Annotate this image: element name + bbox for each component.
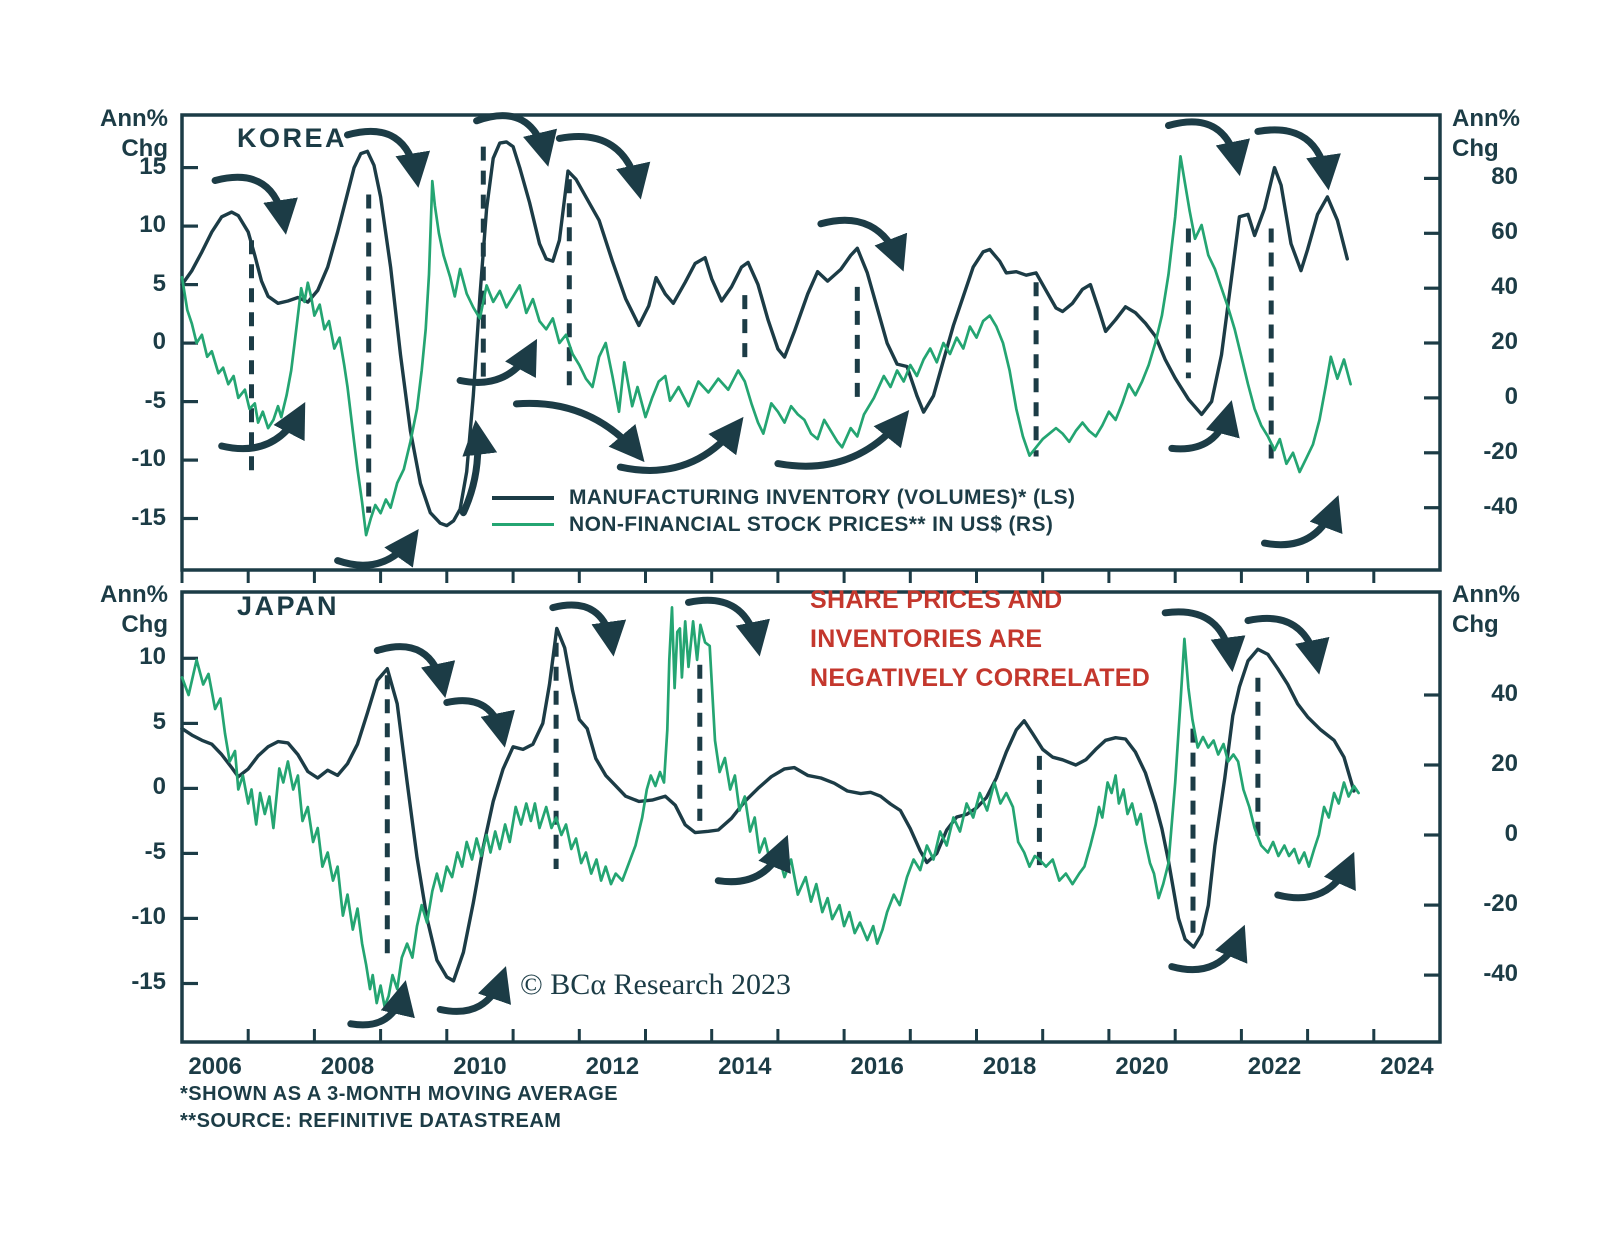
korea-right-tick-label: 0 — [1504, 382, 1518, 410]
footnotes: *SHOWN AS A 3-MONTH MOVING AVERAGE **SOU… — [180, 1081, 618, 1135]
japan-trend-arrow — [1244, 614, 1330, 675]
korea-trend-arrow — [817, 216, 908, 272]
japan-inventory-line — [180, 626, 1356, 983]
x-year-label: 2012 — [585, 1053, 640, 1080]
japan-left-tick-label: -5 — [144, 838, 166, 866]
korea-trend-arrow — [459, 419, 498, 517]
japan-right-axis-label: Ann% Chg — [1452, 581, 1520, 638]
korea-trend-arrow — [218, 402, 306, 453]
korea-trend-arrow — [1254, 126, 1341, 191]
korea-left-tick-label: -15 — [131, 503, 166, 531]
korea-trend-arrow — [211, 173, 298, 235]
footnote-source: **SOURCE: REFINITIVE DATASTREAM — [180, 1110, 562, 1132]
korea-left-tick-label: 15 — [139, 152, 166, 180]
korea-trend-arrow — [1165, 118, 1250, 177]
japan-trend-arrow — [443, 697, 515, 748]
x-year-label: 2014 — [718, 1053, 772, 1080]
annotation-line: SHARE PRICES AND — [810, 586, 1063, 614]
stocks-line-swatch — [492, 523, 554, 526]
legend-item-inventory: MANUFACTURING INVENTORY (VOLUMES)* (LS) — [492, 484, 1075, 511]
korea-left-tick-label: -5 — [144, 386, 166, 414]
korea-panel-title: KOREA — [237, 123, 348, 153]
x-year-label: 2006 — [188, 1053, 242, 1080]
legend-label-inventory: MANUFACTURING INVENTORY (VOLUMES)* (LS) — [569, 485, 1076, 509]
korea-inventory-line — [180, 140, 1349, 528]
x-year-label: 2016 — [850, 1053, 904, 1080]
x-year-label: 2008 — [320, 1053, 375, 1080]
korea-left-axis-label: Ann% Chg — [100, 105, 168, 162]
korea-trend-arrow — [774, 409, 910, 470]
korea-trend-arrow — [456, 338, 538, 386]
japan-left-tick-label: 5 — [152, 708, 166, 736]
footnote-moving-average: *SHOWN AS A 3-MONTH MOVING AVERAGE — [180, 1083, 619, 1105]
japan-trend-arrow — [1274, 851, 1356, 902]
korea-trend-arrow — [616, 416, 744, 474]
correlation-annotation: SHARE PRICES AND INVENTORIES ARE NEGATIV… — [810, 581, 1150, 698]
japan-left-axis-label: Ann% Chg — [100, 581, 168, 638]
japan-right-tick-label: 40 — [1491, 679, 1518, 707]
korea-right-tick-label: 20 — [1491, 328, 1518, 356]
x-year-label: 2010 — [453, 1053, 507, 1080]
inventory-line-swatch — [492, 495, 554, 500]
korea-right-tick-label: 60 — [1491, 218, 1518, 246]
japan-right-tick-label: 0 — [1504, 820, 1518, 848]
korea-stocks-line — [180, 155, 1352, 537]
korea-panel — [180, 112, 1442, 583]
x-year-label: 2020 — [1115, 1053, 1169, 1080]
japan-right-tick-label: -40 — [1483, 960, 1518, 988]
korea-trend-arrow — [1168, 400, 1240, 453]
korea-left-tick-label: 5 — [152, 269, 166, 297]
korea-right-axis-label: Ann% Chg — [1452, 105, 1520, 162]
legend: MANUFACTURING INVENTORY (VOLUMES)* (LS) … — [492, 484, 1075, 538]
x-year-label: 2024 — [1380, 1053, 1434, 1080]
japan-right-tick-label: -20 — [1483, 890, 1518, 918]
x-year-label: 2018 — [982, 1053, 1037, 1080]
korea-right-tick-label: -20 — [1483, 437, 1518, 465]
copyright-text: © BCα Research 2023 — [520, 968, 791, 1001]
korea-trend-arrow — [555, 133, 651, 200]
x-year-label: 2022 — [1247, 1053, 1302, 1080]
korea-left-tick-label: 0 — [152, 328, 166, 356]
japan-left-tick-label: -10 — [131, 903, 166, 931]
japan-trend-arrow — [373, 643, 456, 699]
legend-item-stocks: NON-FINANCIAL STOCK PRICES** IN US$ (RS) — [492, 511, 1075, 538]
annotation-line: INVENTORIES ARE — [810, 625, 1043, 653]
japan-trend-arrow — [714, 834, 791, 886]
korea-right-tick-label: 40 — [1491, 273, 1518, 301]
legend-label-stocks: NON-FINANCIAL STOCK PRICES** IN US$ (RS) — [569, 512, 1054, 536]
japan-plot-border — [180, 590, 1442, 1044]
japan-right-tick-label: 20 — [1491, 749, 1518, 777]
japan-trend-arrow — [549, 601, 627, 657]
korea-trend-arrow — [344, 127, 431, 188]
korea-trend-arrow — [334, 528, 419, 569]
japan-left-tick-label: 0 — [152, 773, 166, 801]
japan-trend-arrow — [685, 596, 770, 657]
korea-trend-arrow — [512, 399, 645, 463]
korea-left-tick-label: 10 — [139, 211, 166, 239]
annotation-line: NEGATIVELY CORRELATED — [810, 664, 1151, 692]
korea-right-tick-label: 80 — [1491, 163, 1518, 191]
korea-right-tick-label: -40 — [1483, 492, 1518, 520]
japan-trend-arrow — [1161, 608, 1246, 673]
korea-trend-arrow — [473, 112, 558, 167]
japan-left-tick-label: -15 — [131, 968, 166, 996]
japan-trend-arrow — [1168, 924, 1248, 974]
japan-stocks-line — [180, 606, 1360, 1008]
japan-panel — [180, 590, 1442, 1044]
korea-trend-arrow — [1261, 495, 1343, 549]
korea-left-tick-label: -10 — [131, 445, 166, 473]
japan-left-tick-label: 10 — [139, 643, 166, 671]
japan-trend-arrow — [436, 966, 512, 1015]
japan-panel-title: JAPAN — [237, 591, 340, 621]
japan-trend-arrow — [347, 980, 415, 1029]
